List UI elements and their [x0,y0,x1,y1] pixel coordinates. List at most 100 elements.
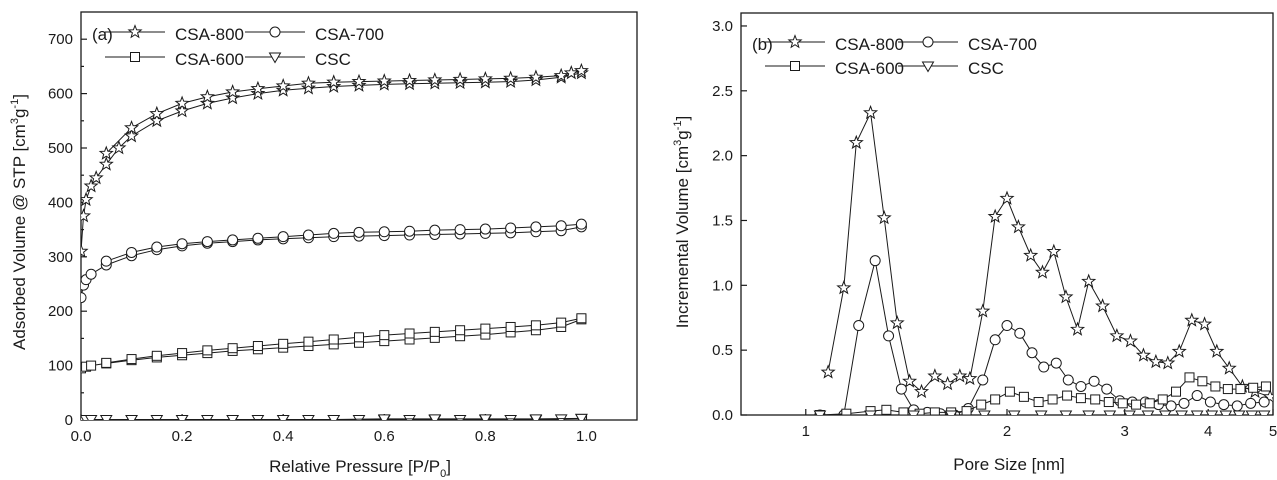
series-b-csa-800-point [1209,343,1225,358]
panel-b-legend: CSA-800 CSA-700 CSA-600 CSC [835,35,1037,78]
series-b-csa-800-point [1023,247,1039,262]
series-a-csa-800-point [83,178,99,193]
series-a-csc-point [200,414,214,420]
series-b-csa-700-point [869,255,881,267]
series-b-csa-700-point [1245,397,1257,409]
series-a-csa-700-point [100,255,112,267]
series-a-csc-point [125,414,138,420]
panel-a-x-axis-title-sub: 0 [440,468,446,480]
series-a-csa-600-point [379,330,390,341]
series-b-csa-600-point [1144,398,1155,409]
series-b-csa-600-point [1157,394,1168,405]
series-b-csa-800-series-line [827,111,1271,398]
panel-a-plot: 0.0 0.2 0.4 0.6 0.8 1.0 0 100 200 300 400 500 600 700 [48,11,638,445]
series-a-csc-point [327,414,341,420]
series-b-csa-800-point [962,370,978,386]
series-a-csa-800-point [326,74,342,89]
series-b-csa-800-point [1109,327,1125,343]
series-a-csa-600-point [101,357,112,368]
series-a-csa-700-point [353,226,365,238]
panel-b-y-tick-label: 1.0 [712,277,733,294]
series-a-csa-700-point [151,241,163,253]
series-a-csa-800-point [81,208,92,223]
series-b-csa-800-point [975,303,991,318]
series-a-csa-700-point [81,292,87,304]
series-a-csc-point [251,414,265,420]
series-a-csa-600-point [126,354,137,365]
series-b-csa-700-point [989,334,1001,346]
series-b-csa-800-point [902,373,918,388]
series-b-csa-700-point [1014,327,1026,339]
series-b-csa-700-point [1178,397,1190,409]
series-a-csa-700-point [328,227,340,239]
panel-b-x-tick-label: 5 [1269,423,1277,440]
series-a-csc-point [84,414,98,420]
legend-a-label-csa-600: CSA-600 [175,50,244,69]
series-b-csc-point [1158,410,1172,415]
panel-b-y-axis-title-mid: g [673,130,692,139]
series-b-csa-600-point [1075,393,1086,404]
series-a-csa-600-point [576,313,587,324]
series-a-csc-point [99,414,113,420]
panel-a-y-axis-title: Adsorbed Volume @ STP [cm3g-1] [9,94,29,350]
panel-a-x-tick-label: 0.8 [475,428,496,445]
series-b-csa-700-point [1062,374,1074,386]
series-b-csa-600-point [881,404,892,415]
series-a-csa-700-point [575,218,587,230]
series-a-csa-600-point [303,336,314,347]
series-a-csc-point [428,414,442,420]
series-b-csc-point [1007,410,1021,415]
series-b-csa-600-point [1090,394,1101,405]
series-a-csa-800-point [376,73,392,88]
series-b-csa-800-point [1034,264,1051,279]
series-a-csa-700-point [201,236,213,248]
series-b-csa-800-point [1058,289,1074,304]
series-a-csc-point [377,414,391,420]
series-b-csa-600-point [1018,391,1029,402]
series-a-csa-800-point [452,71,468,86]
legend-b-label-csc: CSC [968,59,1004,78]
panel-b-y-tick-label: 2.0 [712,148,733,165]
series-a-csa-700-point [176,238,188,250]
series-b-csc-point [864,410,877,415]
series-a-csc-point [150,414,164,420]
panel-b-x-tick-label: 2 [1003,423,1011,440]
panel-b-y-axis-title-sup1: 3 [672,140,684,146]
series-b-csa-800-point [1135,347,1151,362]
series-b-csa-600-point [898,407,909,415]
panel-a-x-axis-title: Relative Pressure [P/P0] [269,457,451,480]
series-a-csc-point [175,414,189,420]
panel-a-x-tick-label: 1.0 [576,428,597,445]
series-a-csa-600-point [556,317,567,328]
panel-a-data [81,62,589,420]
series-b-csa-700-point [1026,347,1038,359]
series-b-csa-800-point [848,134,864,150]
series-b-csa-800-point [820,364,836,379]
panel-b-plot: 1 2 3 4 5 0.0 0.5 1.0 1.5 2.0 2.5 3.0 [712,12,1277,440]
series-b-csc-point [1082,410,1096,415]
series-a-csa-800-point [124,119,140,135]
series-b-csa-600-point [1171,386,1182,397]
series-b-csc-point [1232,410,1246,415]
series-a-csa-800-point [199,88,215,104]
series-b-csc-point [1190,410,1204,415]
series-a-csa-600-point [530,320,541,331]
series-b-csa-600-point [929,407,940,415]
series-b-csa-600-point [976,399,987,410]
panel-a-y-tick-label: 0 [65,412,73,429]
panel-b-x-tick-label: 3 [1121,423,1129,440]
series-b-csa-600-point [1047,394,1058,405]
panel-a-y-tick-label: 500 [48,140,73,157]
series-b-csa-800-point [940,375,956,391]
series-b-csc-point [1123,410,1136,415]
panel-a-y-axis-title-sup2: -1 [9,99,21,109]
series-b-csa-800-point [1148,353,1164,369]
legend-a-csa-600-marker [130,52,140,62]
series-a-csa-800-point [88,169,104,185]
panel-a-x-tick-label: 0.6 [374,428,395,445]
series-a-csa-700-point [454,224,466,236]
panel-a-y-axis-title-main: Adsorbed Volume @ STP [cm [10,124,29,350]
panel-b-y-tick-label: 0.0 [712,407,733,424]
series-b-csa-800-point [1184,312,1200,327]
